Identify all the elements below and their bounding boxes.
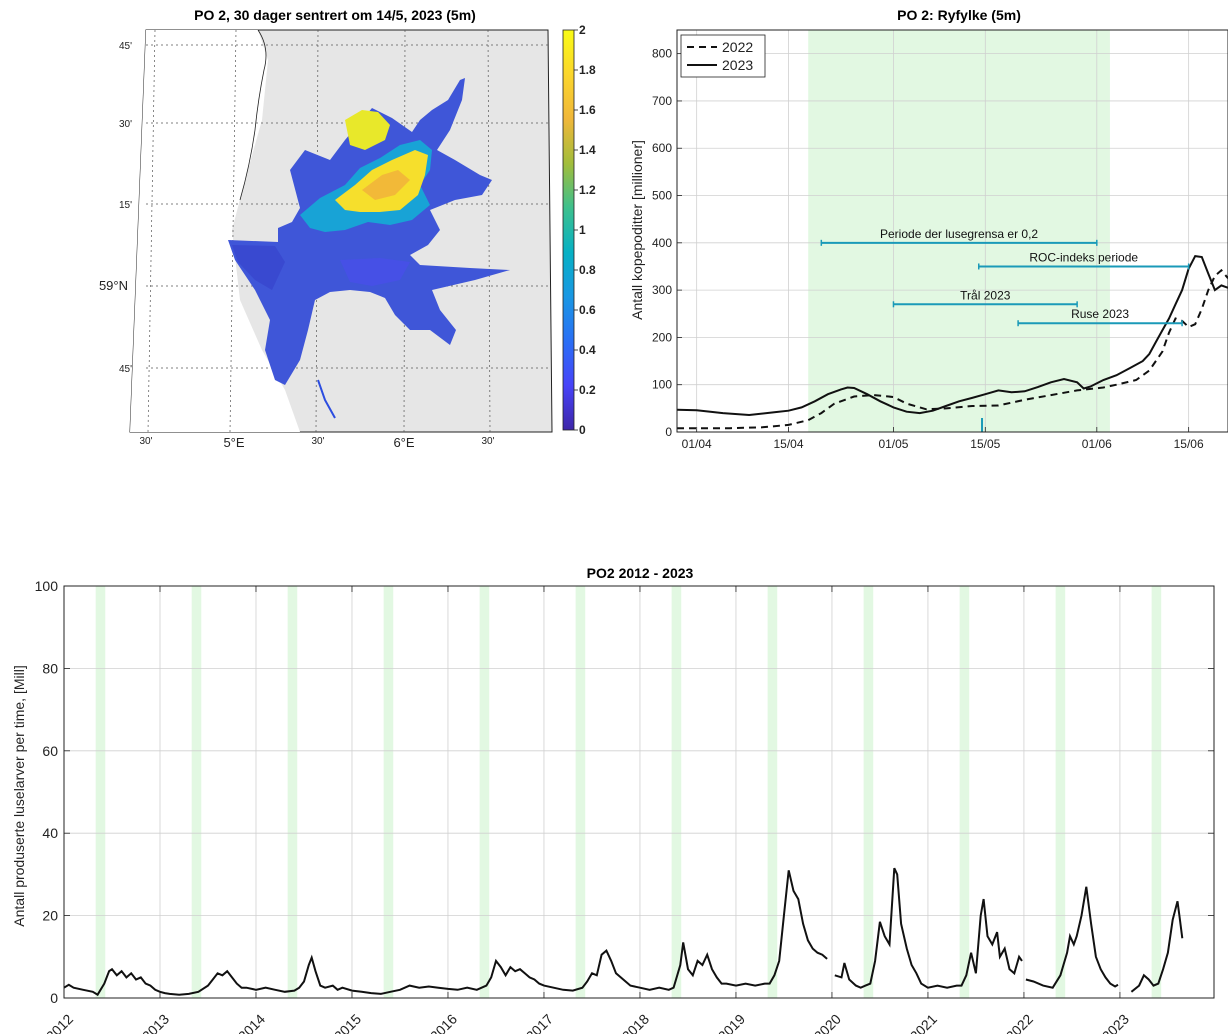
svg-text:15': 15' — [119, 200, 132, 211]
colorbar-tick-label: 1.2 — [579, 183, 596, 197]
svg-text:5°E: 5°E — [223, 435, 244, 450]
ryfylke-y-tick-label: 0 — [665, 425, 672, 439]
svg-text:45': 45' — [119, 364, 132, 375]
history-series-line — [1025, 886, 1119, 989]
colorbar-tick-label: 0.2 — [579, 383, 596, 397]
colorbar-tick-label: 1.4 — [579, 143, 596, 157]
svg-text:30': 30' — [481, 436, 494, 447]
svg-text:45': 45' — [119, 41, 132, 52]
ryfylke-y-label: Antall kopepoditter [millioner] — [629, 140, 645, 320]
svg-text:59°N: 59°N — [99, 278, 128, 293]
history-shaded-period — [575, 586, 586, 998]
history-x-tick-label: 2023 — [1099, 1011, 1132, 1034]
colorbar — [562, 29, 575, 431]
history-series-line — [1130, 900, 1184, 993]
history-x-tick-label: 2013 — [139, 1011, 172, 1034]
ryfylke-y-tick-label: 700 — [652, 94, 672, 108]
history-y-tick-label: 40 — [42, 825, 58, 841]
ryfylke-y-tick-label: 500 — [652, 189, 672, 203]
colorbar-tick-label: 1.6 — [579, 103, 596, 117]
history-x-tick-label: 2017 — [523, 1011, 556, 1034]
colorbar-tick-label: 0.8 — [579, 263, 596, 277]
history-series-line — [834, 867, 1023, 989]
history-y-tick-label: 80 — [42, 660, 58, 676]
ryfylke-x-tick-label: 01/04 — [682, 437, 712, 451]
history-shaded-period — [671, 586, 682, 998]
history-shaded-period — [479, 586, 490, 998]
map-x-ticks: 30' 5°E 30' 6°E 30' — [139, 435, 494, 450]
ryfylke-y-tick-label: 600 — [652, 141, 672, 155]
history-shaded-period — [383, 586, 394, 998]
history-x-tick-label: 2019 — [715, 1011, 748, 1034]
colorbar-tick-label: 0 — [579, 423, 586, 437]
ryfylke-y-tick-label: 400 — [652, 236, 672, 250]
ryfylke-shaded-period — [808, 30, 1110, 432]
ryfylke-legend-label: 2022 — [722, 39, 753, 55]
history-shaded-period — [95, 586, 106, 998]
ryfylke-x-tick-label: 01/05 — [878, 437, 908, 451]
history-x-tick-label: 2021 — [907, 1011, 940, 1034]
po2-history-y-label: Antall produserte luselarver per time, [… — [11, 665, 27, 926]
history-x-tick-label: 2022 — [1003, 1011, 1036, 1034]
history-x-tick-label: 2012 — [43, 1011, 76, 1034]
svg-text:30': 30' — [311, 436, 324, 447]
ryfylke-period-label: Trål 2023 — [960, 288, 1011, 302]
po2-history-chart: PO2 2012 - 2023 Antall produserte lusela… — [11, 565, 1215, 1034]
history-y-tick-label: 100 — [35, 578, 59, 594]
ryfylke-legend-box — [680, 34, 766, 78]
history-shaded-period — [1055, 586, 1066, 998]
ryfylke-period-label: Ruse 2023 — [1071, 307, 1129, 321]
po2-history-title: PO2 2012 - 2023 — [587, 565, 694, 581]
history-x-tick-label: 2020 — [811, 1011, 844, 1034]
history-shaded-period — [191, 586, 202, 998]
ryfylke-x-tick-label: 15/04 — [773, 437, 803, 451]
history-y-tick-label: 60 — [42, 743, 58, 759]
ryfylke-period-label: Periode der lusegrensa er 0,2 — [880, 227, 1038, 241]
ryfylke-series-2022 — [677, 268, 1228, 430]
history-x-tick-label: 2016 — [427, 1011, 460, 1034]
colorbar-tick-label: 2 — [579, 23, 586, 37]
colorbar-tick-label: 1.8 — [579, 63, 596, 77]
ryfylke-y-tick-label: 300 — [652, 283, 672, 297]
ryfylke-x-tick-label: 15/06 — [1174, 437, 1204, 451]
history-x-tick-label: 2014 — [235, 1011, 268, 1034]
colorbar-tick-label: 0.4 — [579, 343, 596, 357]
ryfylke-x-tick-label: 01/06 — [1082, 437, 1112, 451]
history-series-line — [63, 870, 828, 997]
history-y-tick-label: 0 — [50, 990, 58, 1006]
history-shaded-period — [863, 586, 874, 998]
map-heatmap-area — [228, 78, 510, 419]
ryfylke-y-tick-label: 200 — [652, 330, 672, 344]
history-shaded-period — [287, 586, 298, 998]
ryfylke-series-2023 — [676, 255, 1228, 417]
ryfylke-legend: 2022 2023 — [680, 34, 766, 78]
map-panel: PO 2, 30 dager sentrert om 14/5, 2023 (5… — [99, 7, 596, 450]
colorbar-tick-label: 1 — [579, 223, 586, 237]
history-y-tick-label: 20 — [42, 908, 58, 924]
colorbar-ticks: 0 0.2 0.4 0.6 0.8 1 1.2 1.4 1.6 1.8 2 — [574, 23, 596, 437]
ryfylke-title: PO 2: Ryfylke (5m) — [897, 7, 1021, 23]
history-axes-frame — [63, 585, 1215, 999]
ryfylke-y-tick-label: 100 — [652, 378, 672, 392]
map-title: PO 2, 30 dager sentrert om 14/5, 2023 (5… — [194, 7, 476, 23]
colorbar-tick-label: 0.6 — [579, 303, 596, 317]
map-y-ticks: 45' 30' 15' 59°N 45' — [99, 41, 132, 375]
history-x-tick-label: 2018 — [619, 1011, 652, 1034]
ryfylke-legend-label: 2023 — [722, 57, 753, 73]
svg-text:6°E: 6°E — [393, 435, 414, 450]
history-shaded-period — [767, 586, 778, 998]
ryfylke-axes-frame — [676, 29, 1228, 433]
ryfylke-y-tick-label: 800 — [652, 47, 672, 61]
ryfylke-period-label: ROC-indeks periode — [1029, 250, 1138, 264]
history-x-tick-label: 2015 — [331, 1011, 364, 1034]
history-shaded-period — [959, 586, 970, 998]
history-shaded-period — [1151, 586, 1162, 998]
svg-text:30': 30' — [119, 119, 132, 130]
ryfylke-x-tick-label: 15/05 — [970, 437, 1000, 451]
svg-text:30': 30' — [139, 436, 152, 447]
ryfylke-chart: PO 2: Ryfylke (5m) Antall kopepoditter [… — [629, 7, 1228, 451]
